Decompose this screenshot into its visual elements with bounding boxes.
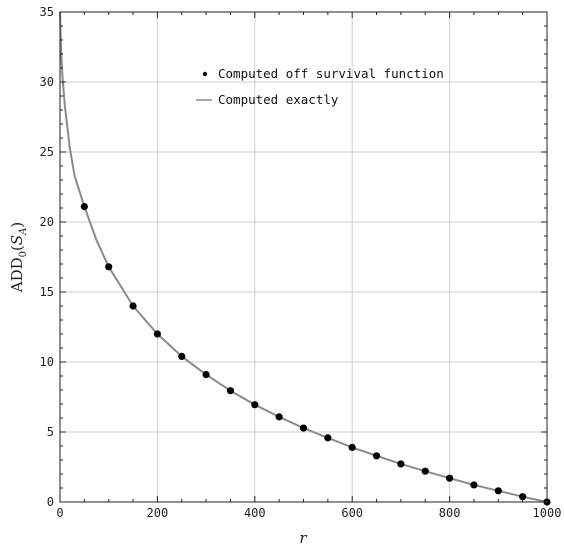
data-point-950 [519, 493, 527, 501]
data-point-650 [372, 452, 381, 460]
y-tick-label-10: 10 [40, 355, 54, 369]
x-tick-label-0: 0 [56, 506, 63, 520]
data-point-350 [226, 387, 235, 395]
data-point-150 [129, 302, 137, 310]
data-point-450 [275, 413, 283, 421]
x-tick-label-1000: 1000 [533, 506, 562, 520]
legend-entry-exact: Computed exactly [218, 92, 339, 107]
data-point-100 [105, 263, 113, 271]
data-point-550 [324, 434, 332, 442]
data-point-250 [178, 352, 186, 360]
legend: Computed off survival function Computed … [196, 66, 444, 107]
data-point-200 [153, 330, 161, 338]
y-tick-label-35: 35 [40, 5, 54, 19]
data-point-600 [348, 443, 356, 451]
x-tick-label-800: 800 [439, 506, 461, 520]
axis-ticks: 0 200 400 600 800 1000 0 5 10 15 20 25 30 35 [40, 5, 562, 520]
data-point-50 [80, 203, 88, 211]
x-tick-label-600: 600 [341, 506, 363, 520]
data-point-400 [251, 401, 259, 409]
data-point-900 [494, 487, 502, 495]
data-point-750 [421, 467, 429, 475]
legend-entry-survival: Computed off survival function [218, 66, 444, 81]
y-tick-label-30: 30 [40, 75, 54, 89]
x-axis-label: r [299, 529, 307, 547]
data-point-300 [202, 371, 210, 379]
legend-marker-survival [202, 71, 208, 77]
x-tick-label-400: 400 [244, 506, 266, 520]
y-tick-label-15: 15 [40, 285, 54, 299]
data-point-800 [446, 474, 454, 482]
y-tick-label-0: 0 [47, 495, 54, 509]
y-axis-label: ADD0(SA) [8, 222, 29, 294]
y-tick-label-5: 5 [47, 425, 54, 439]
plot-series [59, 11, 551, 506]
data-point-500 [299, 424, 308, 432]
data-point-850 [470, 481, 478, 489]
grid [60, 12, 547, 502]
x-tick-label-200: 200 [147, 506, 169, 520]
y-tick-label-25: 25 [40, 145, 54, 159]
data-point-700 [397, 460, 405, 468]
y-tick-label-20: 20 [40, 215, 54, 229]
